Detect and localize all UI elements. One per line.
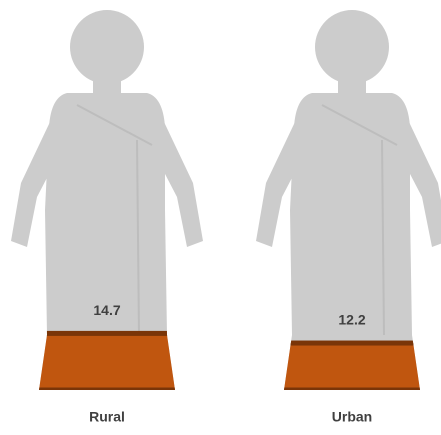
figure: 14.7 (11, 10, 203, 390)
figure: 12.2 (256, 10, 441, 390)
fill-bar (272, 343, 432, 390)
chart: 14.7 Rural 12.2 Urban (0, 0, 441, 435)
figure-head (70, 10, 144, 84)
fill-bar (27, 333, 187, 390)
value-label: 14.7 (93, 302, 120, 318)
category-label: Urban (332, 409, 372, 425)
value-label: 12.2 (338, 312, 365, 328)
figure-head (315, 10, 389, 84)
category-label: Rural (89, 409, 125, 425)
